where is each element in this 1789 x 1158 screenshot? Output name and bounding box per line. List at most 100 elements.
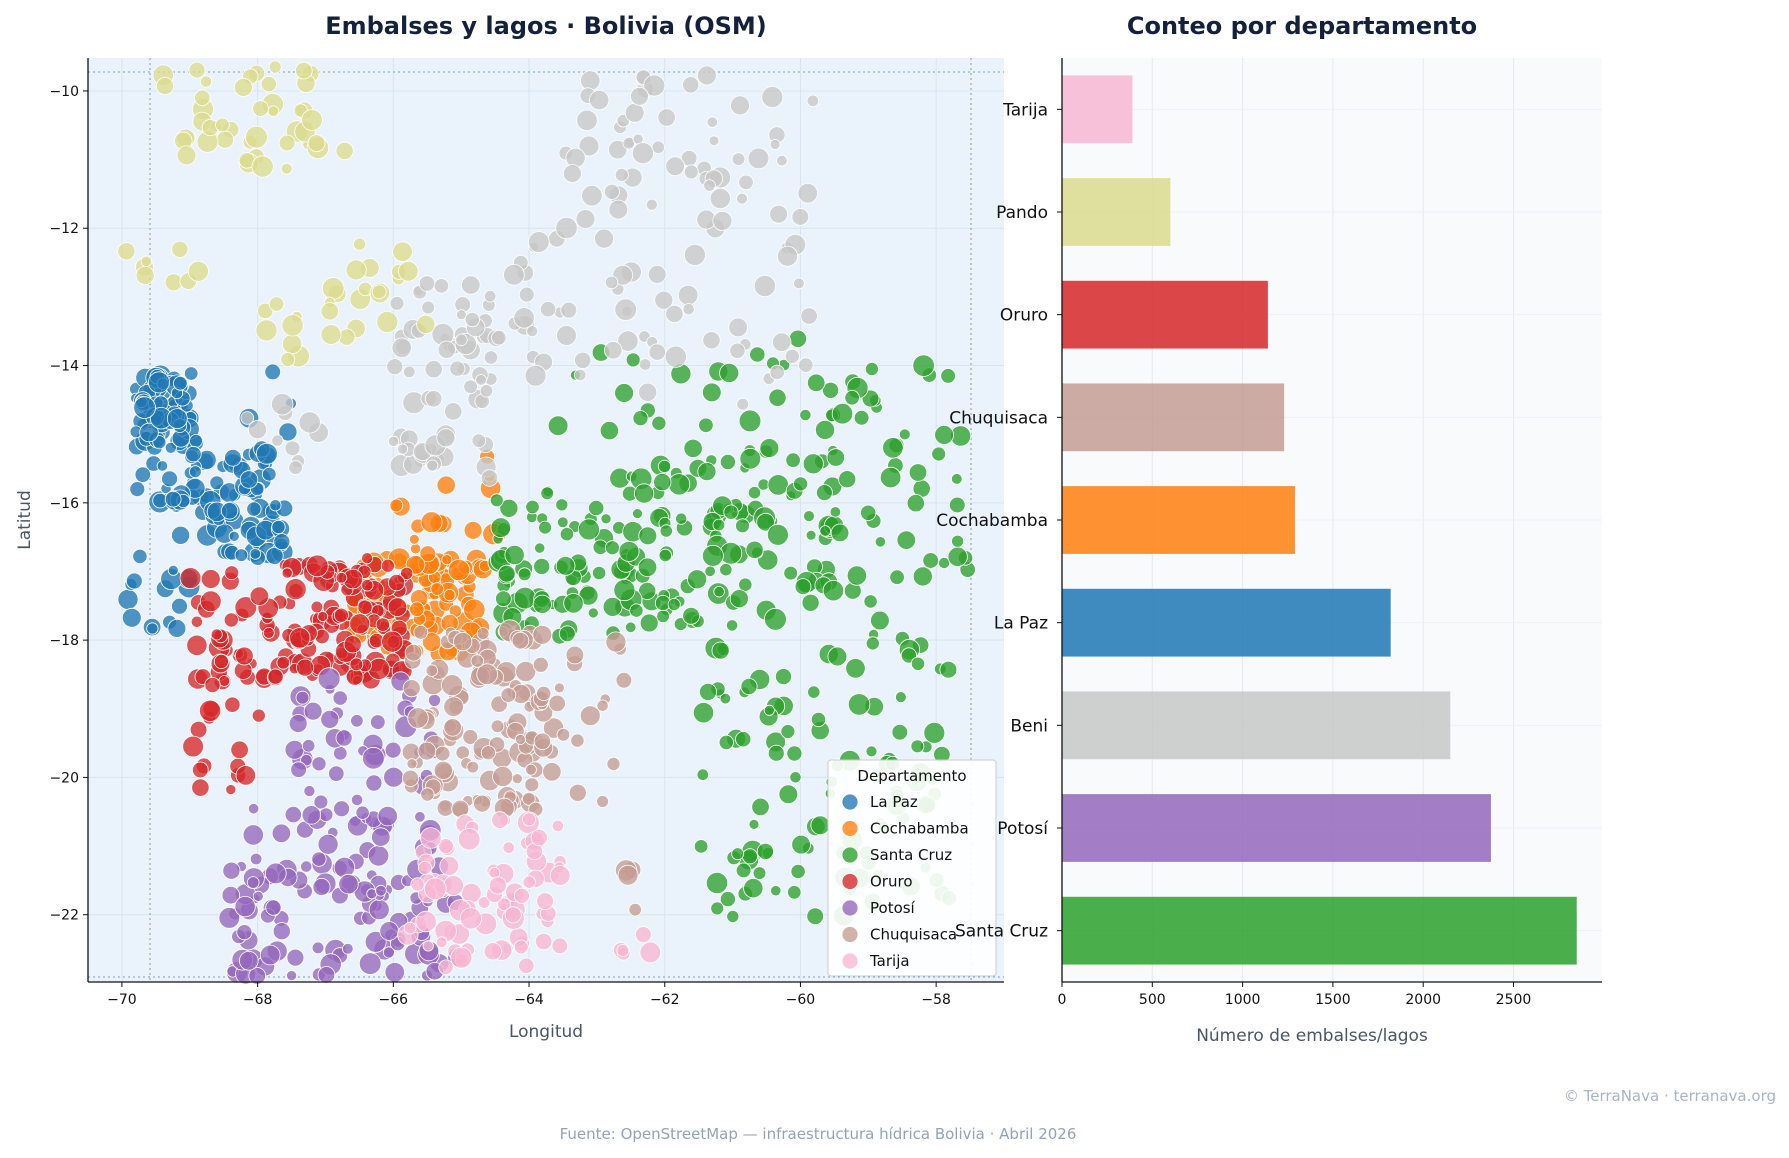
scatter-point xyxy=(166,408,188,430)
scatter-point xyxy=(683,243,706,266)
scatter-point xyxy=(815,419,836,440)
scatter-point xyxy=(437,838,454,854)
scatter-point xyxy=(271,519,286,535)
scatter-point xyxy=(409,543,422,555)
scatter-point xyxy=(420,787,435,802)
scatter-point xyxy=(192,761,209,779)
scatter-point xyxy=(793,476,809,492)
scatter-point xyxy=(133,396,156,419)
scatter-point xyxy=(525,763,537,776)
bar-axes: Santa Cruz Potosí Beni La Paz Cochabamba Chuq… xyxy=(936,58,1602,1008)
scatter-point xyxy=(515,661,537,683)
scatter-point xyxy=(298,411,321,434)
legend-marker xyxy=(841,899,859,917)
scatter-point xyxy=(244,125,268,149)
scatter-point xyxy=(320,302,340,321)
scatter-point xyxy=(706,116,719,128)
legend-title: Departamento xyxy=(857,767,966,785)
scatter-point xyxy=(769,364,785,381)
scatter-point xyxy=(635,926,652,943)
scatter-point xyxy=(625,352,641,368)
scatter-point xyxy=(631,142,654,165)
scatter-point xyxy=(436,428,456,448)
scatter-point xyxy=(735,862,752,879)
scatter-point xyxy=(504,544,525,566)
scatter-point xyxy=(555,498,569,512)
scatter-point xyxy=(602,597,623,617)
scatter-point xyxy=(436,475,456,495)
scatter-point xyxy=(488,876,507,895)
scatter-point xyxy=(267,105,280,118)
bar-x-tick-label: 2500 xyxy=(1496,992,1532,1008)
scatter-point xyxy=(310,600,324,614)
scatter-point xyxy=(355,805,370,820)
scatter-point xyxy=(417,860,432,875)
scatter-point xyxy=(604,275,619,290)
scatter-point xyxy=(723,504,739,520)
scatter-point xyxy=(333,746,348,761)
scatter-point xyxy=(200,75,213,88)
scatter-y-tick-label: −10 xyxy=(49,84,79,100)
scatter-point xyxy=(426,459,439,472)
scatter-point xyxy=(480,745,496,761)
legend-marker xyxy=(841,926,859,943)
scatter-point xyxy=(697,462,717,482)
legend-label: Cochabamba xyxy=(870,820,969,838)
scatter-point xyxy=(729,342,746,359)
scatter-point xyxy=(778,784,799,805)
scatter-point xyxy=(664,345,687,368)
scatter-point xyxy=(767,474,789,496)
scatter-point xyxy=(574,351,592,369)
scatter-point xyxy=(249,852,263,866)
scatter-point xyxy=(284,440,301,457)
legend-item-tarija: Tarija xyxy=(841,952,910,970)
scatter-point xyxy=(748,819,760,830)
scatter-point xyxy=(638,581,657,600)
scatter-point xyxy=(402,365,416,379)
scatter-point xyxy=(134,466,152,483)
scatter-point xyxy=(729,589,749,609)
scatter-point xyxy=(575,209,596,230)
scatter-point xyxy=(249,548,262,560)
scatter-point xyxy=(470,654,485,668)
scatter-point xyxy=(171,597,188,615)
scatter-point xyxy=(410,877,425,892)
scatter-point xyxy=(625,621,637,634)
scatter-point xyxy=(667,598,681,612)
scatter-point xyxy=(743,878,764,899)
scatter-point xyxy=(555,216,578,240)
scatter-point xyxy=(775,668,793,686)
scatter-point xyxy=(542,762,562,782)
scatter-point xyxy=(719,692,732,705)
scatter-point xyxy=(697,65,717,86)
bar-category-label: Potosí xyxy=(997,819,1049,839)
scatter-point xyxy=(476,663,499,685)
scatter-point xyxy=(787,885,802,900)
scatter-point xyxy=(614,167,629,182)
scatter-point xyxy=(437,340,456,359)
scatter-point xyxy=(657,459,672,473)
scatter-point xyxy=(518,286,535,303)
scatter-point xyxy=(335,141,354,160)
bar-cochabamba xyxy=(1062,486,1295,554)
scatter-point xyxy=(240,411,255,425)
scatter-point xyxy=(358,952,382,975)
scatter-point xyxy=(533,732,552,751)
scatter-point xyxy=(563,164,582,184)
scatter-point xyxy=(188,465,202,479)
scatter-point xyxy=(947,546,968,567)
scatter-point xyxy=(554,682,565,694)
scatter-point xyxy=(845,658,866,679)
scatter-point xyxy=(255,319,278,342)
scatter-point xyxy=(317,667,341,691)
scatter-point xyxy=(320,324,342,345)
scatter-point xyxy=(822,381,840,399)
scatter-point xyxy=(223,612,239,628)
scatter-point xyxy=(518,957,535,975)
scatter-point xyxy=(770,885,782,897)
scatter-point xyxy=(629,603,644,618)
scatter-point xyxy=(218,907,241,929)
legend-label: Oruro xyxy=(870,873,913,891)
scatter-point xyxy=(730,95,750,116)
scatter-point xyxy=(794,578,812,595)
